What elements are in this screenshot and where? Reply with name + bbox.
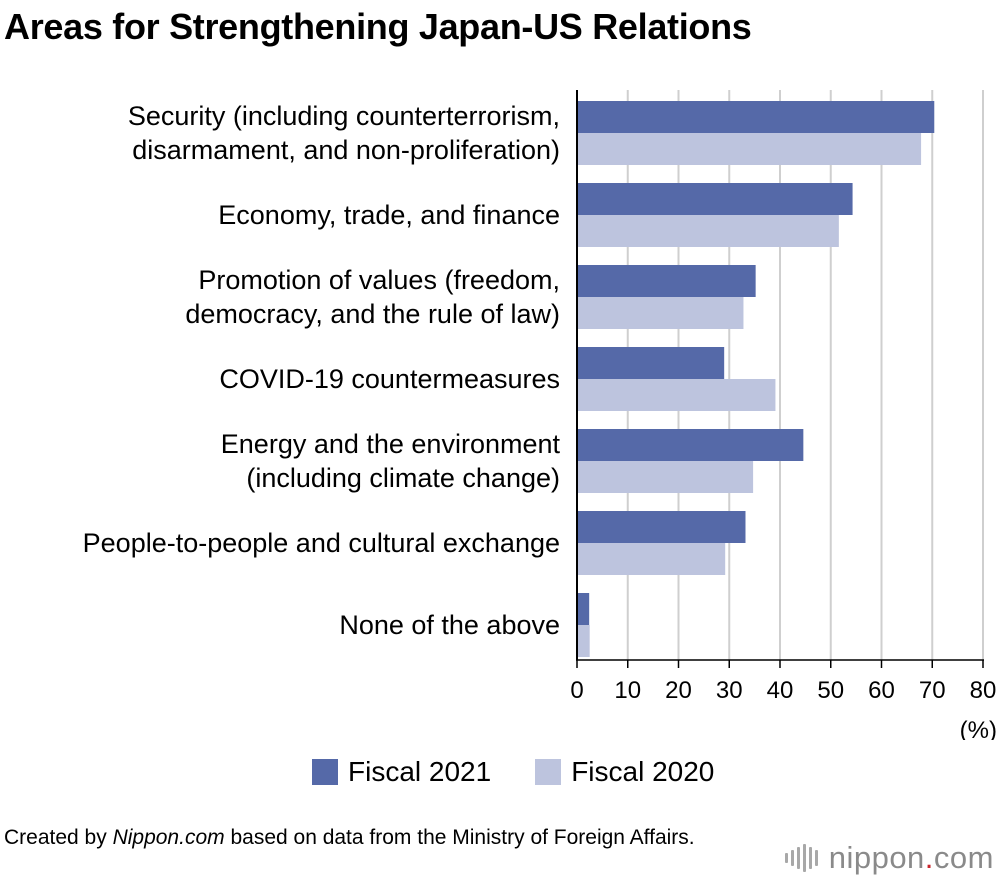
x-tick-label-40: 40	[767, 677, 794, 704]
category-label-1: Economy, trade, and finance	[218, 198, 560, 232]
logo-mark-icon	[784, 844, 821, 872]
logo-mark-bar	[784, 853, 788, 863]
legend: Fiscal 2021 Fiscal 2020	[312, 752, 758, 792]
x-tick-label-30: 30	[716, 677, 743, 704]
x-tick-label-60: 60	[868, 677, 895, 704]
category-label-4: Energy and the environment (including cli…	[221, 427, 560, 495]
bar-fiscal-2021-4	[577, 429, 804, 461]
legend-swatch-fiscal-2021	[312, 759, 338, 785]
category-label-line: COVID-19 countermeasures	[219, 364, 560, 394]
category-label-0: Security (including counterterrorism, dis…	[128, 99, 560, 167]
x-tick-label-50: 50	[817, 677, 844, 704]
x-axis-unit: (%)	[960, 717, 997, 740]
category-label-line: Energy and the environment	[220, 429, 560, 459]
logo-mark-bar	[814, 850, 818, 866]
bar-fiscal-2021-2	[577, 265, 756, 297]
bar-fiscal-2021-6	[577, 593, 590, 625]
logo-mark-bar	[802, 844, 806, 872]
logo-mark-bar	[808, 847, 812, 869]
bar-fiscal-2020-4	[577, 461, 754, 493]
bar-fiscal-2020-3	[577, 379, 776, 411]
category-label-6: None of the above	[339, 608, 560, 642]
bar-fiscal-2021-1	[577, 183, 853, 215]
x-tick-label-10: 10	[614, 677, 641, 704]
x-tick-label-70: 70	[919, 677, 946, 704]
category-label-line: disarmament, and non-proliferation)	[132, 135, 560, 165]
bar-fiscal-2021-0	[577, 101, 935, 133]
bar-fiscal-2020-5	[577, 543, 726, 575]
bar-fiscal-2021-3	[577, 347, 725, 379]
category-label-line: Promotion of values (freedom,	[198, 265, 560, 295]
logo-mark-bar	[790, 850, 794, 866]
category-label-line: democracy, and the rule of law)	[185, 299, 560, 329]
category-label-2: Promotion of values (freedom, democracy, …	[185, 263, 560, 331]
category-label-line: People-to-people and cultural exchange	[82, 528, 560, 558]
nippon-logo: nippon. com	[784, 840, 994, 876]
legend-item-fiscal-2020: Fiscal 2020	[535, 756, 714, 788]
source-name: Nippon.com	[112, 826, 225, 849]
category-label-line: (including climate change)	[246, 463, 560, 493]
bar-fiscal-2020-1	[577, 215, 839, 247]
category-label-5: People-to-people and cultural exchange	[83, 526, 560, 560]
bar-fiscal-2020-0	[577, 133, 922, 165]
bar-fiscal-2020-6	[577, 625, 590, 657]
legend-item-fiscal-2021: Fiscal 2021	[312, 756, 491, 788]
source-note: Created by Nippon.com based on data from…	[4, 826, 695, 849]
bar-chart: 0 10 20 30 40 50 60 70 80 (%)	[570, 90, 997, 740]
bar-fiscal-2021-5	[577, 511, 746, 543]
category-label-line: Security (including counterterrorism,	[127, 101, 560, 131]
legend-label-fiscal-2021: Fiscal 2021	[348, 756, 492, 787]
bar-fiscal-2020-2	[577, 297, 744, 329]
legend-swatch-fiscal-2020	[535, 759, 562, 785]
category-label-line: Economy, trade, and finance	[218, 200, 560, 230]
logo-mark-bar	[796, 847, 800, 869]
x-tick-label-0: 0	[570, 677, 583, 704]
legend-label-fiscal-2020: Fiscal 2020	[571, 756, 715, 787]
category-label-3: COVID-19 countermeasures	[219, 362, 560, 396]
x-tick-label-20: 20	[665, 677, 692, 704]
chart-title: Areas for Strengthening Japan-US Relatio…	[4, 6, 752, 47]
x-tick-label-80: 80	[970, 677, 997, 704]
category-label-line: None of the above	[339, 610, 560, 640]
